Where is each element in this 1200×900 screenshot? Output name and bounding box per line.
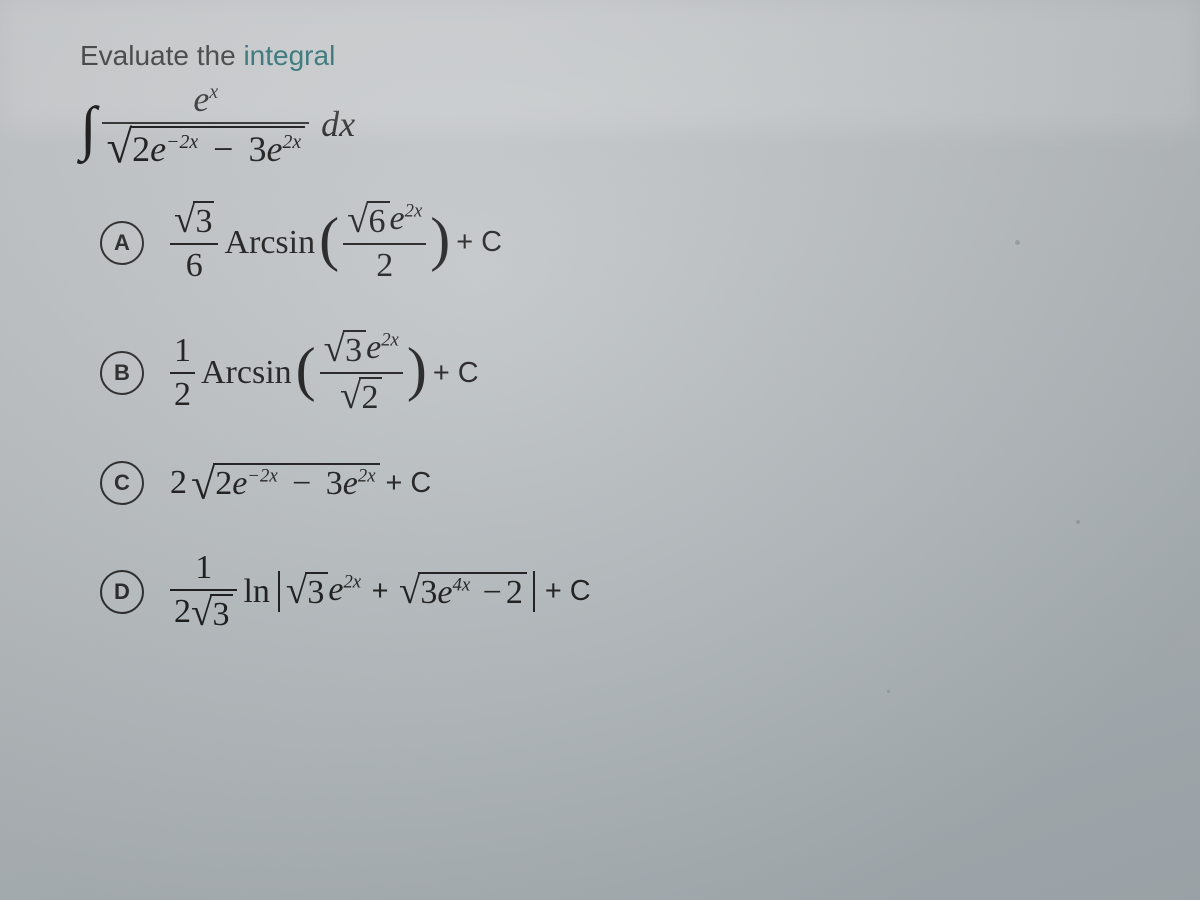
option-bubble-d[interactable]: D	[100, 570, 144, 614]
den-coeff-1: 2	[132, 129, 150, 169]
opt-d-outer-den-lead: 2	[174, 593, 191, 630]
opt-d-outer-den-sqrt: 3	[210, 594, 233, 634]
den-base-1: e	[150, 129, 166, 169]
integrand-denominator-sqrt: √ 2e−2x − 3e2x	[106, 126, 305, 170]
option-bubble-c[interactable]: C	[100, 461, 144, 505]
option-b-expression: 1 2 Arcsin ( √3e2x √2 ) + C	[170, 329, 481, 417]
opt-d-t2-base: e	[437, 574, 452, 611]
opt-b-func: Arcsin	[199, 354, 292, 392]
opt-d-t1-sqrt: 3	[305, 572, 328, 612]
opt-d-abs-op: +	[370, 575, 391, 607]
opt-c-exp1: −2x	[247, 466, 277, 487]
den-exp-1: −2x	[166, 131, 198, 153]
opt-a-inner-den: 2	[372, 247, 397, 285]
opt-c-exp2: 2x	[358, 466, 376, 487]
opt-d-t2-exp: 4x	[453, 575, 471, 596]
answer-options: A √3 6 Arcsin ( √6e2x 2	[80, 200, 1140, 634]
opt-d-outer-num: 1	[191, 549, 216, 587]
opt-a-inner-exp: 2x	[405, 201, 423, 222]
opt-c-coeff1: 2	[215, 465, 232, 502]
opt-c-coeff2: 3	[326, 465, 343, 502]
opt-c-lead: 2	[170, 464, 187, 502]
option-bubble-a[interactable]: A	[100, 221, 144, 265]
opt-a-inner-base: e	[390, 200, 405, 237]
option-label-a: A	[114, 230, 130, 256]
question-text-teal: integral	[243, 40, 335, 71]
option-label-b: B	[114, 360, 130, 386]
opt-b-inner-base: e	[366, 329, 381, 366]
den-coeff-2: 3	[248, 129, 266, 169]
opt-a-tail: + C	[454, 226, 504, 259]
option-a-expression: √3 6 Arcsin ( √6e2x 2 ) + C	[170, 200, 504, 285]
question-text: Evaluate the integral	[80, 40, 1140, 72]
opt-c-base2: e	[343, 465, 358, 502]
opt-d-func: ln	[241, 573, 269, 611]
integrand-numerator-exp: x	[209, 81, 218, 103]
option-a[interactable]: A √3 6 Arcsin ( √6e2x 2	[100, 200, 1140, 285]
opt-d-t2-op: −	[479, 574, 506, 611]
den-base-2: e	[266, 129, 282, 169]
option-b[interactable]: B 1 2 Arcsin ( √3e2x √2	[100, 329, 1140, 417]
opt-b-outer-num: 1	[170, 332, 195, 370]
opt-d-t2-coeff: 3	[420, 574, 437, 611]
option-c-expression: 2 √ 2e−2x − 3e2x + C	[170, 463, 433, 503]
opt-d-t1-base: e	[328, 571, 343, 608]
opt-d-t2-num: 2	[506, 574, 523, 611]
opt-c-tail: + C	[384, 467, 434, 500]
option-c[interactable]: C 2 √ 2e−2x − 3e2x + C	[100, 461, 1140, 505]
den-exp-2: 2x	[282, 131, 301, 153]
opt-b-inner-sqrt: 3	[343, 330, 366, 370]
integrand-fraction: ex √ 2e−2x − 3e2x	[102, 78, 309, 170]
opt-b-inner-exp: 2x	[381, 330, 399, 351]
integral-sign-icon: ∫	[80, 94, 96, 163]
page: Evaluate the integral ∫ ex √ 2e−2x − 3e2…	[0, 0, 1200, 654]
opt-d-tail: + C	[543, 575, 593, 608]
opt-c-base1: e	[232, 465, 247, 502]
question-text-black: Evaluate the	[80, 40, 243, 71]
opt-b-inner-den: 2	[359, 377, 382, 417]
option-d[interactable]: D 1 2√3 ln √3e2x + √ 3e4x −2	[100, 549, 1140, 634]
opt-b-tail: + C	[431, 357, 481, 390]
option-bubble-b[interactable]: B	[100, 351, 144, 395]
opt-a-func: Arcsin	[222, 224, 315, 262]
option-label-d: D	[114, 579, 130, 605]
opt-d-t1-exp: 2x	[343, 572, 361, 593]
opt-a-outer-den: 6	[182, 247, 207, 285]
integral-dx: dx	[321, 103, 355, 145]
opt-a-inner-sqrt: 6	[367, 201, 390, 241]
option-d-expression: 1 2√3 ln √3e2x + √ 3e4x −2 + C	[170, 549, 593, 634]
integrand-numerator-base: e	[193, 79, 209, 119]
integral-expression: ∫ ex √ 2e−2x − 3e2x dx	[80, 78, 1140, 170]
den-op: −	[207, 129, 239, 169]
opt-c-op: −	[286, 465, 317, 502]
opt-b-outer-den: 2	[170, 376, 195, 414]
option-label-c: C	[114, 470, 130, 496]
